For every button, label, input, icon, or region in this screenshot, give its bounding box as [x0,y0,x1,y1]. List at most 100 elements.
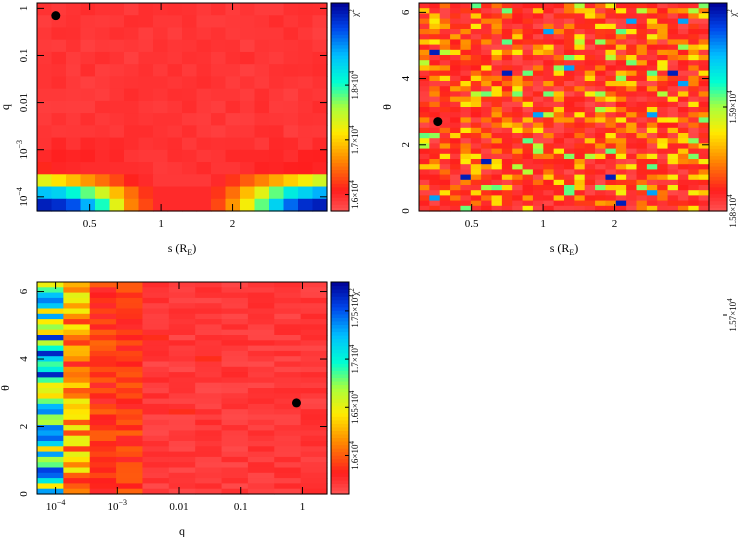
colorbar-step [331,377,349,382]
heatmap-cell [142,409,170,416]
heatmap-cell [677,101,689,108]
heatmap-cell [195,292,223,299]
heatmap-cell [698,13,710,20]
heatmap-cell [168,393,196,400]
heatmap-cell [605,91,617,98]
heatmap-cell [89,377,117,384]
heatmap-cell [300,303,328,310]
heatmap-cell [512,179,524,186]
heatmap-cell [439,3,451,9]
heatmap-cell [532,60,544,66]
heatmap-cell [89,329,117,336]
heatmap-cell [460,44,472,51]
heatmap-cell [116,472,144,479]
heatmap-cell [574,81,586,87]
heatmap-cell [564,70,575,77]
heatmap-cell [89,287,117,294]
heatmap-cell [543,205,555,212]
heatmap-cell [419,122,430,129]
colorbar-step [709,30,727,35]
heatmap-cell [626,96,638,103]
colorbar-step [331,398,349,403]
heatmap-cell [429,169,441,176]
heatmap-cell [247,403,275,410]
heatmap-cell [677,174,689,181]
heatmap-cell [677,117,689,124]
heatmap-cell [142,467,170,474]
heatmap-cell [543,60,555,66]
heatmap-cell [491,205,503,212]
heatmap-cell [182,3,198,16]
colorbar-step [331,306,349,311]
heatmap-cell [124,39,140,53]
heatmap-cell [657,86,669,92]
heatmap-cell [419,200,430,207]
heatmap-cell [646,148,658,155]
heatmap-cell [153,51,169,65]
colorbar-step [331,65,349,70]
colorbar-step [331,124,349,129]
heatmap-cell [615,195,627,202]
heatmap-cell [553,107,565,113]
heatmap-cell [522,3,534,9]
colorbar-step [331,204,349,209]
heatmap-cell [450,39,462,46]
heatmap-cell [605,164,617,170]
heatmap-cell [564,34,575,40]
heatmap-cell [195,409,223,416]
heatmap-cell [221,462,249,469]
heatmap-cell [419,13,430,20]
heatmap-cell [532,122,544,129]
colorbar-step [331,82,349,87]
heatmap-cell [167,76,183,90]
heatmap-cell [109,162,125,175]
heatmap-cell [247,451,275,458]
heatmap-cell [211,162,227,175]
heatmap-cell [153,15,169,29]
heatmap-cell [698,8,710,14]
heatmap-cell [532,185,544,191]
heatmap-cell [657,55,669,61]
heatmap-cell [595,190,607,196]
heatmap-cell [657,91,669,98]
colorbar-step [709,190,727,195]
heatmap-cell [240,174,256,188]
heatmap-cell [63,382,91,389]
heatmap-cell [543,34,555,40]
heatmap-cell [595,96,607,103]
heatmap-cell [677,44,689,51]
heatmap-cell [512,23,524,30]
heatmap-cell [37,425,64,431]
colorbar-step [331,61,349,66]
heatmap-cell [37,388,64,394]
heatmap-cell [667,185,679,191]
colorbar-step [331,68,349,73]
heatmap-cell [37,456,64,463]
heatmap-cell [688,190,700,196]
heatmap-cell [688,29,700,35]
heatmap-cell [247,488,275,495]
heatmap-cell [196,39,212,53]
heatmap-cell [470,117,482,124]
heatmap-cell [481,44,493,51]
heatmap-cell [595,60,607,66]
colorbar-step [709,44,727,49]
heatmap-cell [419,60,430,66]
heatmap-cell [95,125,111,139]
heatmap-cell [221,456,249,463]
heatmap-cell [63,467,91,474]
heatmap-cell [225,162,241,175]
heatmap-cell [450,49,462,56]
heatmap-cell [274,350,302,357]
heatmap-cell [274,488,302,495]
heatmap-cell [574,44,586,51]
heatmap-cell [460,75,472,82]
heatmap-cell [595,29,607,35]
heatmap-cell [688,34,700,40]
heatmap-cell [429,60,441,66]
heatmap-cell [221,313,249,320]
heatmap-cell [116,478,144,484]
heatmap-cell [269,186,285,200]
heatmap-cell [450,190,462,196]
